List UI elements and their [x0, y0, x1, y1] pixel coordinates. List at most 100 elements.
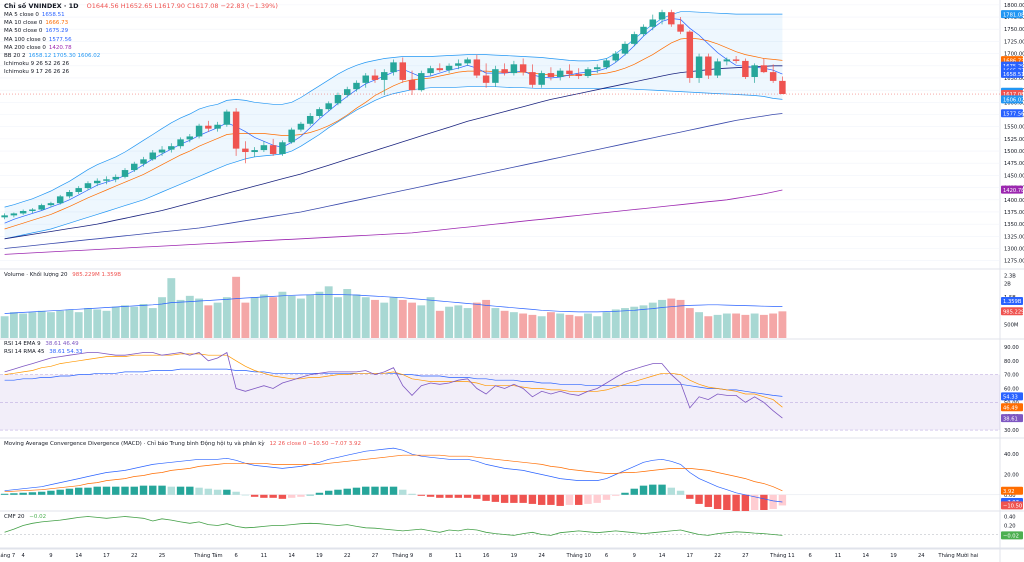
volume-bar [278, 291, 287, 338]
candle-body [436, 68, 444, 71]
rsi-tick-label: 80.00 [1004, 359, 1019, 365]
volume-bar [556, 313, 565, 338]
macd-histogram-bar [260, 494, 268, 498]
bollinger-band-fill [4, 11, 783, 239]
price-tag: 1577.56 [1003, 111, 1024, 117]
macd-histogram-bar [473, 494, 481, 499]
indicator-name[interactable]: BB 20 2 [4, 53, 26, 59]
volume-legend-name[interactable]: Volume · Khối lượng 20 [4, 272, 68, 278]
symbol-title[interactable]: Chỉ số VNINDEX · 1D [4, 2, 79, 10]
price-tag: 1658.51 [1003, 72, 1024, 78]
candle-body [760, 65, 768, 73]
indicator-name[interactable]: Ichimoku 9 17 26 26 26 [4, 69, 70, 76]
candle-body [473, 59, 481, 76]
macd-histogram-bar [287, 494, 296, 498]
volume-bar [389, 297, 398, 338]
indicator-name[interactable]: MA 200 close 0 [4, 44, 46, 51]
ohlc-readout: O1644.56 H1652.65 L1617.90 C1617.08 −22.… [86, 2, 278, 10]
macd-histogram-bar [121, 486, 129, 495]
candle-body [232, 111, 240, 149]
macd-histogram-bar [130, 486, 138, 495]
price-tag-bg [1001, 95, 1023, 104]
main-legend-row: Ichimoku 9 26 52 26 26 [4, 61, 72, 68]
volume-bar [602, 312, 611, 338]
rsi-legend-2: RSI 14 RMA 45 38.61 54.33 [4, 349, 83, 356]
macd-histogram-bar [463, 494, 472, 498]
macd-histogram-bar [47, 490, 55, 495]
volume-bar [74, 312, 83, 338]
price-tick-label: 1400.00 [1004, 198, 1024, 204]
macd-histogram-bar [630, 488, 638, 495]
candle-body [658, 12, 666, 20]
price-tick-label: 1450.00 [1004, 173, 1024, 179]
indicator-name[interactable]: MA 10 close 0 [4, 20, 43, 27]
macd-tag-bg [1001, 501, 1023, 510]
candle-body [390, 62, 397, 73]
time-tick-label: Tháng 7 [0, 552, 15, 559]
cmf-legend-name[interactable]: CMF 20 [4, 514, 25, 520]
volume-bar [546, 312, 555, 338]
volume-bar [639, 305, 648, 338]
macd-histogram-bar [112, 486, 120, 495]
candle-body [103, 179, 110, 181]
rsi-legend-name[interactable]: RSI 14 RMA 45 [4, 349, 45, 355]
candle-body [695, 56, 703, 78]
macd-histogram-bar [28, 492, 37, 495]
volume-bar [472, 302, 481, 338]
macd-histogram-bar [158, 485, 166, 495]
indicator-name[interactable]: Ichimoku 9 26 52 26 26 [4, 61, 70, 68]
volume-tick-label: 2B [1004, 282, 1011, 288]
candle-body [668, 12, 675, 25]
candle-body [131, 163, 138, 171]
candle-body [205, 125, 212, 129]
macd-legend-name[interactable]: Moving Average Convergence Divergence (M… [4, 441, 265, 447]
candle-body [19, 210, 27, 214]
candle-body [455, 63, 462, 66]
candle-body [418, 73, 425, 91]
macd-tick-label: 20.00 [1004, 473, 1019, 479]
main-legend-row: MA 10 close 0 1666.73 [4, 20, 68, 27]
macd-histogram-bar [167, 486, 175, 495]
macd-histogram-bar [639, 485, 648, 495]
volume-bar [630, 306, 639, 338]
time-tick-label: 14 [659, 553, 666, 559]
candle-body [492, 69, 499, 83]
candle-body [343, 89, 351, 96]
macd-histogram-bar [204, 488, 213, 495]
time-tick-label: Tháng 11 [769, 552, 794, 559]
macd-tag: −10.50 [1003, 504, 1022, 510]
macd-histogram-bar [232, 491, 240, 495]
macd-histogram-bar [741, 494, 750, 512]
volume-bar [463, 308, 472, 338]
chart-header: Chỉ số VNINDEX · 1D O1644.56 H1652.65 L1… [4, 3, 278, 10]
indicator-name[interactable]: MA 100 close 0 [4, 36, 46, 43]
volume-bar [593, 316, 602, 338]
volume-bar [445, 306, 454, 338]
candle-body [640, 26, 647, 35]
macd-histogram-bar [500, 494, 509, 503]
candle-body [556, 70, 564, 77]
candle-body [121, 170, 129, 177]
rsi-tag: 38.61 [1003, 416, 1018, 422]
indicator-name[interactable]: MA 5 close 0 [4, 12, 39, 18]
candle-body [223, 111, 231, 125]
volume-bar [408, 302, 416, 338]
price-tag: 1420.78 [1003, 188, 1024, 194]
volume-bar [334, 297, 342, 338]
macd-histogram-bar [343, 488, 351, 495]
macd-histogram-bar [37, 491, 46, 495]
time-tick-label: Tháng 10 [565, 552, 590, 559]
candle-body [371, 75, 379, 80]
rsi-tick-label: 30.00 [1004, 428, 1019, 434]
time-tick-label: 11 [455, 553, 462, 559]
volume-bar [65, 309, 74, 338]
rsi-legend-value: 38.61 54.33 [49, 349, 83, 355]
rsi-legend-name[interactable]: RSI 14 EMA 9 [4, 341, 41, 347]
volume-bar [195, 298, 204, 338]
volume-bar [111, 306, 120, 338]
volume-bar [19, 313, 28, 338]
macd-histogram-bar [750, 494, 759, 510]
macd-histogram-bar [93, 486, 101, 495]
indicator-name[interactable]: MA 50 close 0 [4, 28, 43, 35]
